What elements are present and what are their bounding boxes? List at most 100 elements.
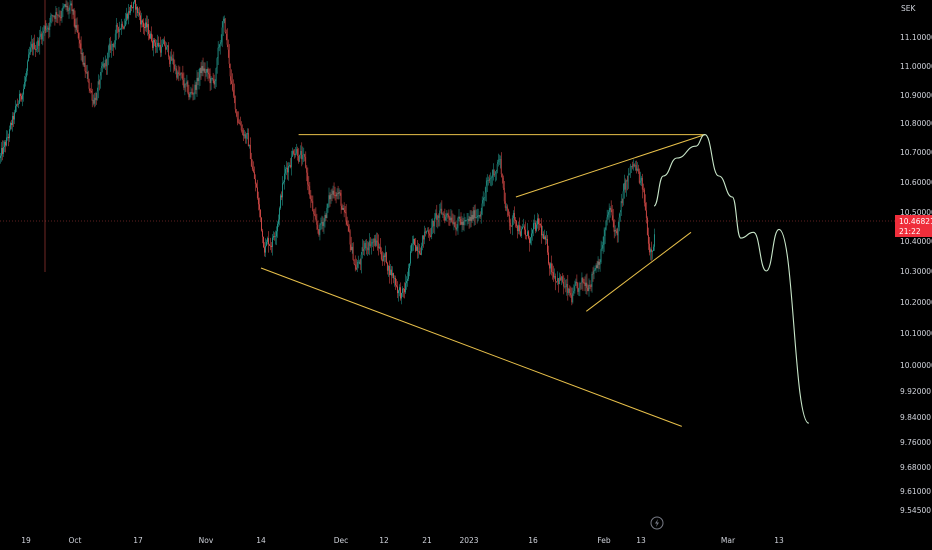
candle: [589, 280, 591, 289]
candle: [77, 24, 79, 39]
candle: [13, 112, 14, 127]
candle: [395, 275, 396, 290]
lower-broadening-line[interactable]: [260, 267, 682, 427]
candle: [150, 31, 151, 40]
candle: [222, 16, 224, 36]
candle: [238, 119, 240, 125]
candle: [69, 0, 71, 14]
candle: [264, 242, 265, 257]
candle: [617, 221, 619, 243]
candle: [595, 263, 597, 273]
candle: [373, 234, 375, 247]
channel-upper-line[interactable]: [515, 134, 706, 198]
time-axis[interactable]: 19 Oct 17 Nov 14 Dec 12 21 2023 16 Feb 13 Mar 13: [21, 536, 784, 545]
candle: [181, 72, 183, 79]
candle: [95, 92, 97, 105]
candle: [183, 72, 185, 91]
candle: [598, 258, 600, 270]
candle: [200, 62, 202, 80]
candle: [87, 70, 89, 83]
price-tick-label: 9.61000: [900, 487, 931, 496]
candle: [493, 169, 495, 177]
candle: [499, 155, 501, 169]
candle: [569, 285, 571, 297]
candle: [212, 72, 214, 83]
candle: [270, 237, 271, 251]
candle: [168, 42, 170, 60]
candle: [9, 125, 10, 142]
candle: [316, 213, 318, 230]
candle: [129, 4, 131, 16]
candle: [624, 178, 626, 193]
candle: [39, 29, 41, 55]
candle: [173, 51, 175, 73]
candle: [55, 5, 57, 23]
candle: [410, 245, 411, 266]
candle: [337, 185, 339, 200]
time-tick-label: 21: [422, 536, 432, 545]
candle: [377, 234, 379, 256]
time-tick-label: 17: [133, 536, 143, 545]
candle: [121, 21, 123, 30]
candle: [530, 237, 531, 245]
candle: [635, 160, 637, 174]
candle: [209, 68, 211, 92]
candle: [349, 229, 351, 253]
candle: [437, 214, 439, 229]
candle: [113, 40, 115, 48]
lightning-icon[interactable]: [650, 516, 664, 530]
candle: [416, 245, 417, 252]
candle: [626, 175, 628, 191]
candle: [332, 185, 334, 199]
candle: [297, 146, 299, 161]
candle: [28, 49, 29, 62]
time-tick-label: 13: [636, 536, 646, 545]
candle: [239, 116, 241, 126]
candle: [471, 211, 473, 223]
candle: [535, 220, 536, 234]
candle: [100, 62, 102, 80]
candle: [619, 210, 621, 222]
channel-lower-line[interactable]: [585, 231, 692, 312]
candle: [122, 25, 124, 30]
candle: [330, 189, 332, 204]
candle: [16, 103, 17, 112]
candle: [206, 61, 208, 79]
candle: [370, 238, 372, 255]
candle: [329, 192, 331, 207]
candle: [256, 179, 258, 200]
candle: [472, 206, 474, 222]
candle: [633, 163, 635, 168]
projection-path[interactable]: [653, 134, 810, 424]
candle: [72, 9, 74, 15]
candle: [507, 208, 509, 217]
candle: [605, 220, 607, 231]
candle: [229, 63, 231, 85]
candle: [348, 224, 350, 233]
candle: [299, 154, 301, 163]
candle: [642, 183, 644, 193]
candle: [58, 6, 60, 18]
price-axis[interactable]: SEK 11.10000 11.00000 10.90000 10.80000 10.7…: [900, 4, 932, 515]
candle: [553, 265, 554, 282]
candle: [76, 17, 78, 33]
candle: [435, 209, 437, 220]
candle: [339, 189, 341, 196]
candle: [172, 54, 174, 65]
candle: [272, 234, 273, 256]
candle: [169, 55, 171, 67]
candle: [190, 86, 192, 98]
candle: [123, 18, 125, 30]
candle: [594, 268, 596, 272]
candle: [151, 26, 152, 43]
candle: [613, 219, 615, 239]
candle: [351, 242, 353, 254]
candle: [133, 1, 134, 13]
candle: [387, 264, 389, 277]
candle: [8, 133, 9, 147]
candle: [320, 217, 322, 231]
candle: [622, 183, 624, 206]
candle: [491, 169, 493, 186]
candle: [389, 264, 391, 276]
